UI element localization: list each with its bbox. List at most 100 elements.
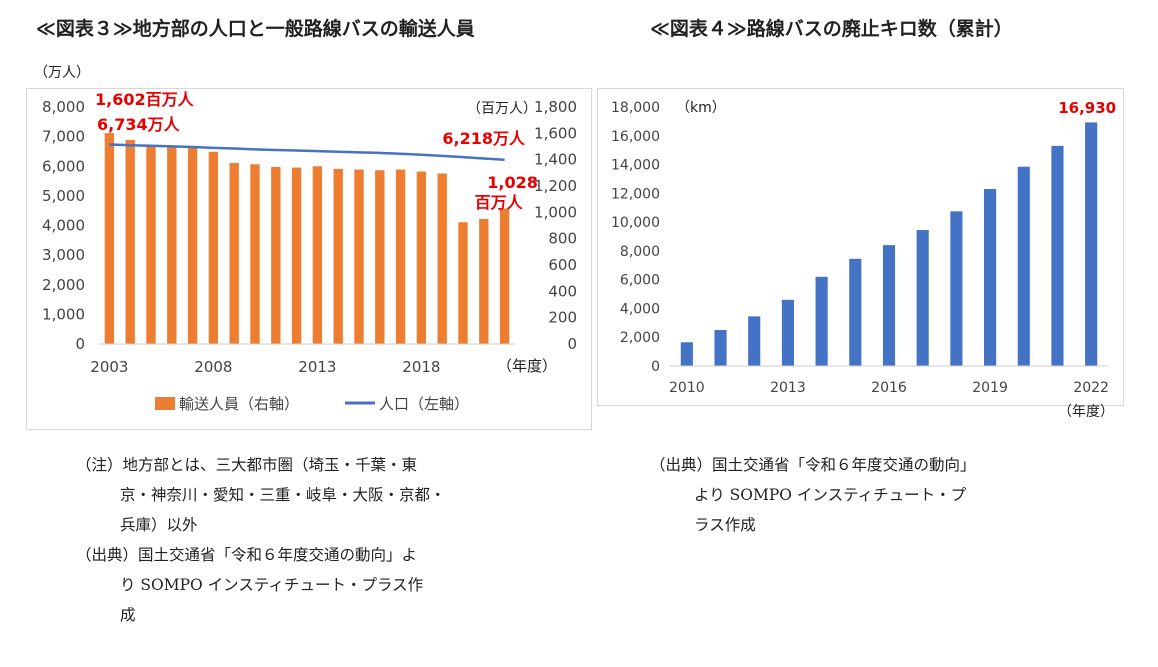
- annotation-line-start: 6,734万人: [97, 115, 181, 134]
- chart3-svg: 0 1,000 2,000 3,000 4,000 5,000 6,000 7,000 8,00…: [42, 90, 577, 413]
- annotation-bar-end-value: 1,028: [487, 173, 538, 192]
- left-axis-tick-label: 4,000: [42, 217, 85, 235]
- transport-bar: [333, 168, 343, 344]
- chart3-panel: 0 1,000 2,000 3,000 4,000 5,000 6,000 7,000 8,00…: [26, 88, 592, 430]
- chart3-heading: ≪図表３≫地方部の人口と一般路線バスの輸送人員: [36, 18, 475, 40]
- chart4-source-line2: より SOMPO インスティチュート・プ: [694, 486, 967, 504]
- chart4-heading: ≪図表４≫路線バスの廃止キロ数（累計）: [650, 18, 1013, 40]
- x-axis-tick-label: 2008: [194, 358, 232, 376]
- abolished-km-bar: [781, 299, 794, 366]
- transport-bar: [125, 139, 135, 344]
- y-axis-tick-label: 2,000: [620, 330, 660, 346]
- x-axis-tick-label: 2016: [871, 380, 907, 396]
- x-axis-unit: （年度）: [1058, 404, 1114, 420]
- right-axis-tick-label: 1,800: [534, 98, 577, 116]
- left-axis-tick-label: 2,000: [42, 276, 85, 294]
- transport-bar: [499, 208, 510, 344]
- transport-bar: [395, 169, 406, 344]
- legend-label-transport: 輸送人員（右軸）: [179, 395, 299, 413]
- abolished-km-bar: [1017, 166, 1030, 366]
- legend-label-population: 人口（左軸）: [379, 395, 469, 413]
- abolished-km-bar: [916, 230, 929, 366]
- abolished-km-bar: [680, 342, 693, 366]
- transport-bar: [416, 171, 427, 344]
- y-axis-tick-label: 0: [651, 359, 660, 375]
- annotation-bar-end-unit: 百万人: [475, 193, 524, 212]
- left-axis-tick-label: 8,000: [42, 98, 85, 116]
- abolished-km-bar: [815, 276, 828, 366]
- transport-bar: [312, 166, 323, 344]
- y-axis-tick-label: 16,000: [611, 129, 660, 145]
- chart3-source-line3: 成: [120, 606, 136, 624]
- x-axis-tick-label: 2003: [90, 358, 128, 376]
- abolished-km-bar: [748, 316, 761, 366]
- y-axis-unit: （km）: [676, 100, 726, 116]
- abolished-km-bar: [950, 211, 963, 366]
- chart3-note-line2: 京・神奈川・愛知・三重・岐阜・大阪・京都・: [120, 486, 446, 504]
- transport-bar: [187, 147, 198, 344]
- left-axis-tick-label: 7,000: [42, 128, 85, 146]
- chart4-source-line3: ラス作成: [694, 516, 756, 534]
- x-axis-tick-label: 2018: [402, 358, 440, 376]
- abolished-km-bar: [1051, 145, 1064, 366]
- chart4-notes: （出典）国土交通省「令和６年度交通の動向」 より SOMPO インスティチュート…: [650, 450, 1080, 540]
- transport-bar: [250, 164, 260, 344]
- transport-bar: [354, 169, 364, 344]
- population-line: [109, 143, 505, 162]
- left-axis-tick-label: 5,000: [42, 187, 85, 205]
- annotation-bar-start: 1,602百万人: [95, 90, 195, 109]
- x-axis-tick-label: 2022: [1073, 380, 1109, 396]
- chart4-source-lead: （出典）国土交通省「令和６年度交通の動向」: [650, 456, 976, 474]
- x-axis-tick-label: 2013: [770, 380, 806, 396]
- chart3-source-lead: （出典）国土交通省「令和６年度交通の動向」よ: [76, 546, 418, 564]
- right-axis-tick-label: 1,200: [534, 177, 577, 195]
- chart3-left-unit: （万人）: [34, 65, 90, 81]
- y-axis-tick-label: 8,000: [620, 244, 660, 260]
- right-axis-tick-label: 400: [548, 282, 577, 300]
- left-axis-tick-label: 1,000: [42, 305, 85, 323]
- x-axis-tick-label: 2010: [669, 380, 705, 396]
- transport-bar: [167, 146, 177, 344]
- y-axis-tick-label: 4,000: [620, 301, 660, 317]
- transport-bar: [375, 170, 385, 344]
- left-axis-tick-label: 3,000: [42, 246, 85, 264]
- abolished-km-bar: [1085, 122, 1098, 366]
- x-axis-tick-label: 2019: [972, 380, 1008, 396]
- right-axis-tick-label: 600: [548, 256, 577, 274]
- transport-bar: [208, 151, 219, 344]
- right-axis-tick-label: 800: [548, 230, 577, 248]
- right-axis-tick-label: 0: [567, 335, 577, 353]
- transport-bar: [479, 218, 489, 344]
- transport-bar: [104, 133, 115, 344]
- chart3-note-lead: （注）地方部とは、三大都市圏（埼玉・千葉・東: [76, 456, 418, 474]
- right-axis-tick-label: 1,400: [534, 151, 577, 169]
- y-axis-tick-label: 6,000: [620, 273, 660, 289]
- left-axis-tick-label: 6,000: [42, 157, 85, 175]
- x-axis-unit: （年度）: [497, 357, 557, 375]
- y-axis-tick-label: 18,000: [611, 100, 660, 116]
- right-axis-tick-label: 1,000: [534, 203, 577, 221]
- annotation-last-value: 16,930: [1058, 99, 1116, 117]
- chart3-source-line2: り SOMPO インスティチュート・プラス作: [120, 576, 424, 594]
- legend-swatch-transport: [155, 397, 175, 410]
- right-axis-unit: （百万人）: [467, 101, 537, 117]
- transport-bar: [437, 173, 447, 344]
- transport-bar: [291, 167, 302, 344]
- left-axis-tick-label: 0: [75, 335, 85, 353]
- chart4-panel: 0 2,000 4,000 6,000 8,000 10,000 12,000 14,000 1…: [597, 88, 1124, 420]
- y-axis-tick-label: 10,000: [611, 215, 660, 231]
- abolished-km-bar: [882, 245, 896, 366]
- y-axis-tick-label: 14,000: [611, 158, 660, 174]
- transport-bar: [458, 222, 468, 344]
- right-axis-tick-label: 1,600: [534, 124, 577, 142]
- transport-bar: [271, 166, 281, 344]
- x-axis-tick-label: 2013: [298, 358, 336, 376]
- chart3-notes: （注）地方部とは、三大都市圏（埼玉・千葉・東 京・神奈川・愛知・三重・岐阜・大阪…: [76, 450, 506, 630]
- abolished-km-bar: [984, 189, 997, 366]
- annotation-line-end: 6,218万人: [442, 129, 526, 148]
- abolished-km-bar: [849, 258, 862, 366]
- abolished-km-bar: [714, 330, 727, 366]
- right-axis-tick-label: 200: [548, 309, 577, 327]
- chart4-svg: 0 2,000 4,000 6,000 8,000 10,000 12,000 14,000 1…: [611, 99, 1116, 420]
- chart3-note-line3: 兵庫）以外: [120, 516, 198, 534]
